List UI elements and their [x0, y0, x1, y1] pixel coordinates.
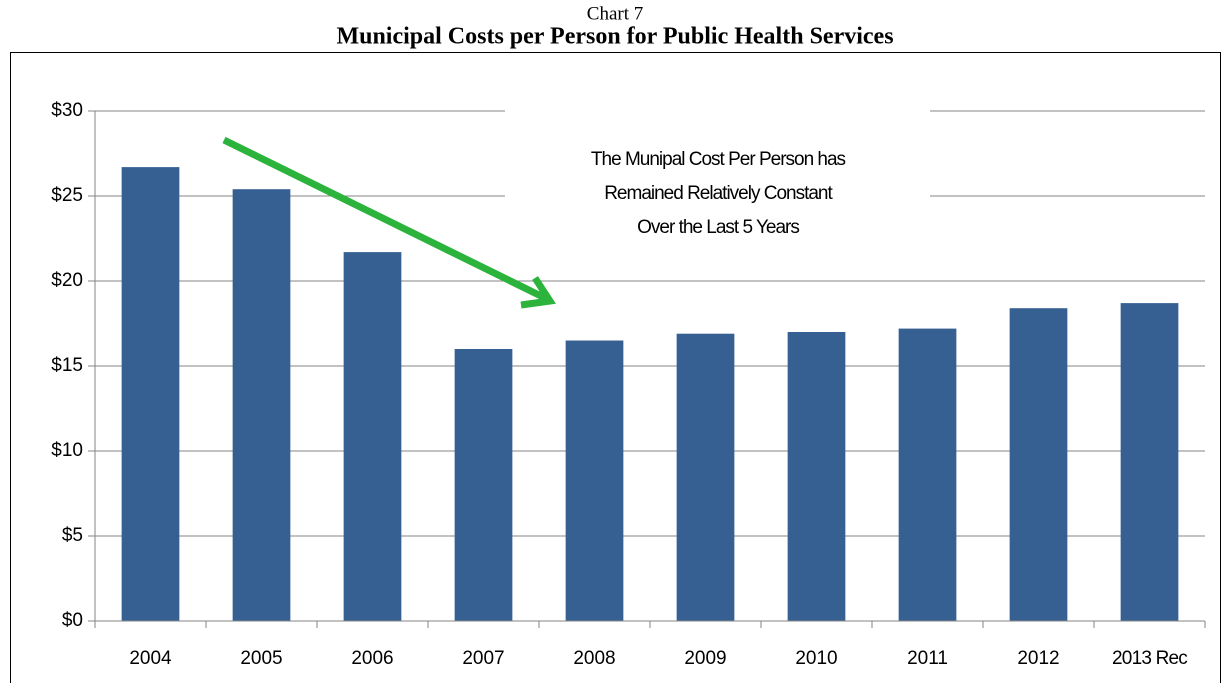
bar [121, 167, 180, 621]
x-tick-label: 2007 [462, 648, 504, 669]
y-tick-label: $30 [51, 100, 83, 121]
y-tick-label: $25 [51, 185, 83, 206]
chart-border [10, 52, 1221, 683]
y-tick-label: $20 [51, 270, 83, 291]
x-tick-label: 2009 [684, 648, 726, 669]
x-tick-label: 2012 [1017, 648, 1059, 669]
bar [676, 333, 735, 621]
x-tick-label: 2008 [573, 648, 615, 669]
x-tick-label: 2011 [907, 648, 948, 669]
arrow [222, 136, 556, 309]
x-tick-label: 2013 Rec [1112, 648, 1187, 669]
annotation: Over the Last 5 Years [637, 217, 799, 238]
bar [454, 349, 513, 621]
y-tick-label: $15 [51, 355, 83, 376]
bar [1009, 308, 1068, 621]
bar [343, 252, 402, 621]
annotation-box [505, 100, 930, 240]
bar [787, 332, 846, 621]
annotation: Remained Relatively Constant [604, 183, 833, 204]
bar [898, 328, 957, 621]
x-tick-label: 2005 [240, 648, 282, 669]
bar [1120, 303, 1179, 621]
x-tick-label: 2004 [129, 648, 172, 669]
x-tick-label: 2006 [351, 648, 393, 669]
x-tick-label: 2010 [795, 648, 837, 669]
y-tick-label: $5 [62, 525, 83, 546]
bar [232, 189, 291, 621]
chart-subtitle: Chart 7 [587, 3, 643, 24]
chart-title: Municipal Costs per Person for Public He… [336, 24, 893, 50]
arrow-shaft [222, 136, 547, 302]
marks [121, 167, 1179, 621]
arrow-head [520, 276, 556, 309]
y-tick-label: $10 [51, 440, 83, 461]
bar [565, 340, 624, 621]
y-tick-label: $0 [62, 610, 83, 631]
annotation: The Munipal Cost Per Person has [591, 149, 846, 170]
